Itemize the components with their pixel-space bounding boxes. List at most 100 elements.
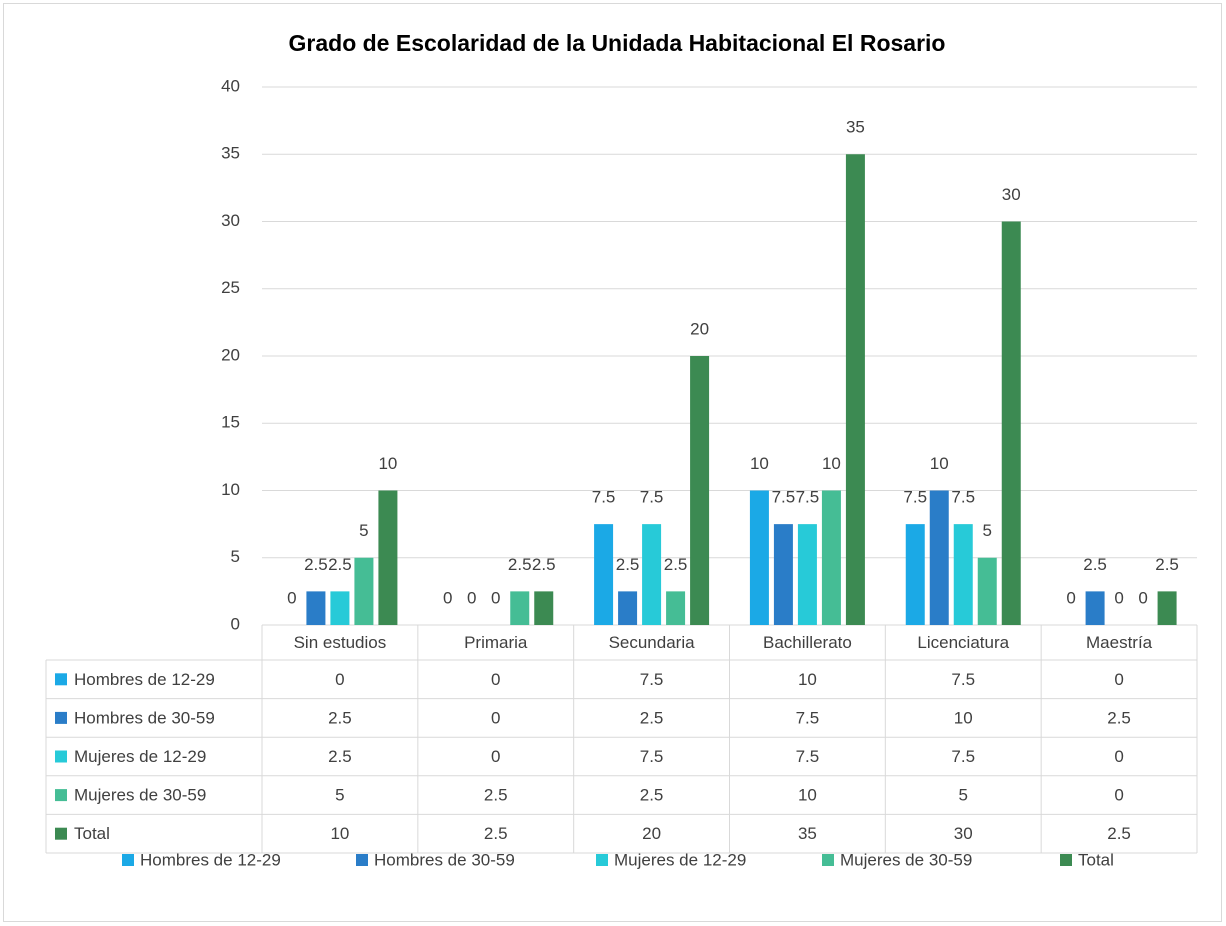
table-cell: 7.5 — [951, 747, 975, 766]
bar — [642, 524, 662, 625]
bar — [1157, 591, 1177, 625]
legend-key — [356, 854, 368, 866]
bar — [1001, 221, 1021, 625]
data-label: 2.5 — [508, 555, 532, 574]
bar — [354, 557, 374, 625]
legend-label: Mujeres de 12-29 — [614, 850, 746, 869]
bar — [953, 524, 973, 625]
bar — [797, 524, 817, 625]
data-label: 10 — [822, 454, 841, 473]
y-tick-label: 15 — [221, 413, 240, 432]
data-label: 7.5 — [796, 488, 820, 507]
data-label: 10 — [750, 454, 769, 473]
data-label: 2.5 — [532, 555, 556, 574]
table-cell: 7.5 — [796, 708, 820, 727]
data-label: 5 — [359, 521, 368, 540]
data-label: 7.5 — [772, 488, 796, 507]
data-label: 7.5 — [951, 488, 975, 507]
bar — [977, 557, 997, 625]
bar — [749, 490, 769, 625]
data-label: 2.5 — [328, 555, 352, 574]
table-cell: 10 — [954, 708, 973, 727]
table-cell: 0 — [491, 670, 500, 689]
table-row-label: Hombres de 12-29 — [74, 670, 215, 689]
table-cell: 7.5 — [640, 747, 664, 766]
data-label: 2.5 — [664, 555, 688, 574]
table-cell: 0 — [491, 708, 500, 727]
y-tick-label: 20 — [221, 345, 240, 364]
bar — [773, 524, 793, 625]
data-label: 10 — [930, 454, 949, 473]
data-label: 2.5 — [616, 555, 640, 574]
data-label: 0 — [443, 588, 452, 607]
table-cell: 5 — [959, 786, 968, 805]
legend-key — [596, 854, 608, 866]
legend-label: Total — [1078, 850, 1114, 869]
y-tick-label: 30 — [221, 211, 240, 230]
bar — [306, 591, 326, 625]
x-tick-label: Secundaria — [609, 633, 696, 652]
data-label: 0 — [1066, 588, 1075, 607]
table-legend-key — [55, 711, 67, 724]
data-label: 0 — [287, 588, 296, 607]
table-legend-key — [55, 827, 67, 840]
table-cell: 10 — [330, 824, 349, 843]
y-tick-label: 25 — [221, 278, 240, 297]
legend-key — [1060, 854, 1072, 866]
bar — [330, 591, 350, 625]
bar — [666, 591, 686, 625]
y-tick-label: 35 — [221, 144, 240, 163]
legend-label: Mujeres de 30-59 — [840, 850, 972, 869]
table-cell: 5 — [335, 786, 344, 805]
bar — [510, 591, 530, 625]
data-label: 5 — [983, 521, 992, 540]
data-label: 7.5 — [640, 488, 664, 507]
table-cell: 0 — [335, 670, 344, 689]
table-cell: 7.5 — [796, 747, 820, 766]
table-cell: 0 — [1114, 786, 1123, 805]
bar — [690, 356, 710, 625]
data-label: 35 — [846, 118, 865, 137]
table-cell: 2.5 — [484, 786, 508, 805]
data-label: 0 — [467, 588, 476, 607]
table-cell: 10 — [798, 786, 817, 805]
table-cell: 20 — [642, 824, 661, 843]
legend-key — [122, 854, 134, 866]
x-tick-label: Sin estudios — [294, 633, 387, 652]
table-cell: 7.5 — [951, 670, 975, 689]
table-cell: 30 — [954, 824, 973, 843]
bar — [1085, 591, 1105, 625]
table-cell: 2.5 — [328, 747, 352, 766]
table-row-label: Mujeres de 12-29 — [74, 747, 206, 766]
table-legend-key — [55, 673, 67, 686]
table-cell: 2.5 — [484, 824, 508, 843]
table-cell: 2.5 — [1107, 824, 1131, 843]
data-label: 2.5 — [1155, 555, 1179, 574]
table-cell: 2.5 — [640, 786, 664, 805]
bar — [594, 524, 614, 625]
bar — [905, 524, 925, 625]
bar — [534, 591, 554, 625]
table-cell: 2.5 — [1107, 708, 1131, 727]
table-legend-key — [55, 789, 67, 802]
bar — [618, 591, 638, 625]
table-cell: 2.5 — [640, 708, 664, 727]
data-label: 0 — [1138, 588, 1147, 607]
bar — [821, 490, 841, 625]
table-row-label: Mujeres de 30-59 — [74, 786, 206, 805]
bar — [378, 490, 398, 625]
data-label: 2.5 — [1083, 555, 1107, 574]
table-cell: 0 — [1114, 747, 1123, 766]
table-cell: 0 — [491, 747, 500, 766]
data-label: 7.5 — [903, 488, 927, 507]
data-label: 0 — [1114, 588, 1123, 607]
data-label: 20 — [690, 319, 709, 338]
table-row-label: Total — [74, 824, 110, 843]
legend-label: Hombres de 12-29 — [140, 850, 281, 869]
data-label: 30 — [1002, 185, 1021, 204]
table-cell: 10 — [798, 670, 817, 689]
x-tick-label: Primaria — [464, 633, 528, 652]
data-label: 2.5 — [304, 555, 328, 574]
table-row-label: Hombres de 30-59 — [74, 708, 215, 727]
